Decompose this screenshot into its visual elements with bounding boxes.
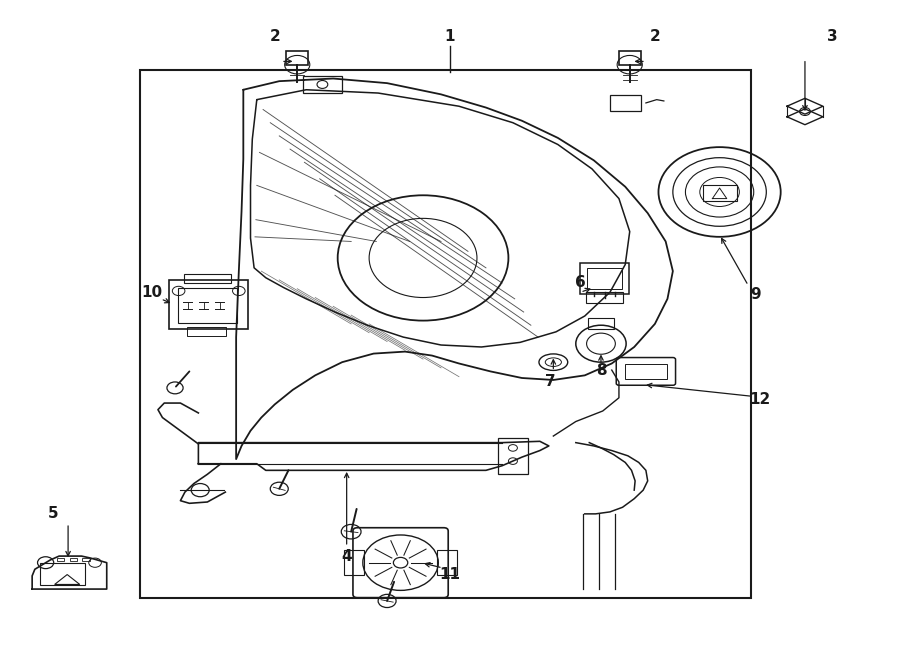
Text: 7: 7 (545, 374, 556, 389)
Text: 10: 10 (141, 285, 162, 299)
Text: 2: 2 (650, 30, 661, 44)
Text: 3: 3 (826, 30, 837, 44)
Text: 9: 9 (751, 287, 760, 301)
Text: 8: 8 (596, 363, 607, 377)
Text: 12: 12 (750, 392, 770, 407)
Text: 6: 6 (575, 275, 586, 290)
Bar (140, 70, 751, 598)
Text: 2: 2 (269, 30, 280, 44)
Text: 11: 11 (439, 567, 461, 582)
Text: 4: 4 (341, 549, 352, 564)
Text: 1: 1 (445, 30, 455, 44)
Text: 5: 5 (48, 506, 58, 522)
